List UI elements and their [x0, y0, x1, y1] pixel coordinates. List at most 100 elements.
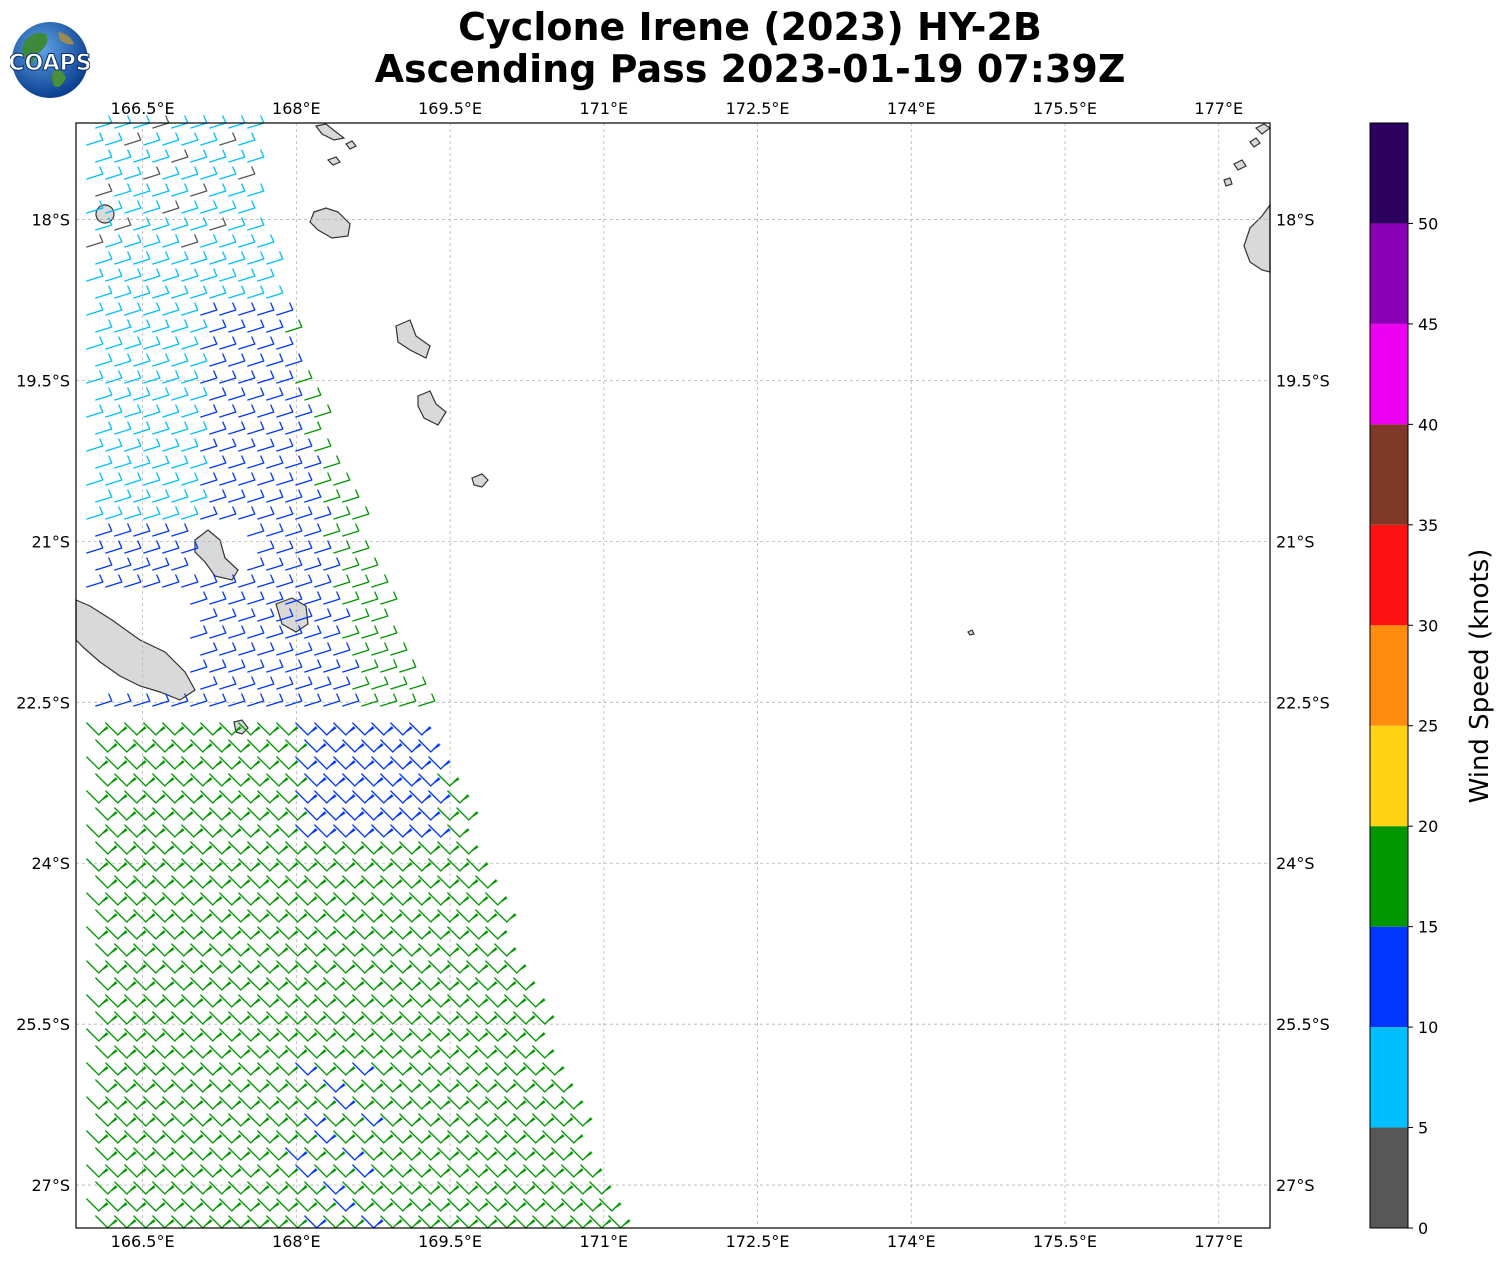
- wind-barb: [323, 591, 341, 605]
- wind-barb: [371, 892, 394, 906]
- wind-barb: [152, 841, 175, 855]
- wind-barb: [238, 790, 261, 804]
- wind-barb: [171, 285, 189, 299]
- wind-barb: [361, 1045, 384, 1059]
- wind-barb: [181, 1028, 204, 1042]
- wind-barb: [399, 1215, 422, 1229]
- wind-barb: [143, 234, 161, 248]
- wind-barb: [380, 773, 403, 787]
- wind-barb: [285, 773, 308, 787]
- wind-barb: [228, 693, 246, 707]
- wind-barb: [162, 540, 180, 554]
- wind-barb: [171, 693, 189, 707]
- wind-barb: [228, 1079, 251, 1093]
- wind-barb: [124, 892, 147, 906]
- wind-barb: [105, 1096, 128, 1110]
- wind-barb: [228, 489, 246, 503]
- wind-barb: [285, 1045, 308, 1059]
- wind-barb: [456, 1215, 479, 1229]
- wind-barb: [314, 438, 332, 452]
- wind-barb: [295, 608, 313, 622]
- wind-barb: [456, 1011, 479, 1025]
- wind-barb: [513, 1045, 536, 1059]
- wind-barb: [86, 370, 104, 384]
- wind-barb: [152, 1181, 175, 1195]
- wind-barb: [561, 1164, 584, 1178]
- wind-barb: [95, 149, 113, 163]
- wind-barb: [428, 994, 451, 1008]
- wind-barb: [352, 1062, 375, 1076]
- wind-barb: [257, 472, 275, 486]
- colorbar-tick-label: 15: [1418, 918, 1438, 937]
- wind-barb: [456, 841, 479, 855]
- wind-barb: [456, 977, 479, 991]
- wind-barb: [228, 977, 251, 991]
- wind-barb: [190, 319, 208, 333]
- wind-barb: [143, 574, 161, 588]
- wind-barb: [209, 149, 227, 163]
- wind-barb: [523, 1096, 546, 1110]
- wind-barb: [285, 1147, 308, 1161]
- wind-barb: [323, 455, 341, 469]
- landmass: [1249, 137, 1261, 148]
- wind-barb: [504, 1164, 527, 1178]
- wind-barb: [399, 693, 417, 707]
- wind-barb: [143, 1096, 166, 1110]
- wind-barb: [295, 438, 313, 452]
- wind-barb: [228, 1215, 251, 1229]
- wind-barb: [152, 943, 175, 957]
- wind-barb: [295, 1028, 318, 1042]
- wind-barb: [105, 824, 128, 838]
- wind-barb: [257, 756, 280, 770]
- wind-barb: [504, 1028, 527, 1042]
- wind-barb: [257, 370, 275, 384]
- wind-barb: [247, 285, 265, 299]
- wind-barb: [352, 642, 370, 656]
- wind-barb: [371, 1198, 394, 1212]
- wind-barb: [418, 1147, 441, 1161]
- wind-barb: [133, 739, 156, 753]
- wind-barb: [285, 489, 303, 503]
- wind-barb: [390, 960, 413, 974]
- wind-barb: [171, 739, 194, 753]
- wind-barb: [266, 557, 284, 571]
- wind-barb: [143, 1164, 166, 1178]
- wind-barb: [143, 960, 166, 974]
- wind-barb: [219, 370, 237, 384]
- wind-barb: [152, 977, 175, 991]
- wind-barb: [304, 943, 327, 957]
- wind-barb: [105, 166, 123, 180]
- wind-barb: [447, 1198, 470, 1212]
- wind-barb: [238, 608, 256, 622]
- wind-barb: [247, 875, 270, 889]
- wind-barb: [162, 756, 185, 770]
- wind-barb: [380, 591, 398, 605]
- wind-barb: [285, 739, 308, 753]
- wind-barb: [114, 353, 132, 367]
- wind-barb: [143, 1028, 166, 1042]
- landmass: [1223, 177, 1233, 187]
- wind-barb: [209, 693, 227, 707]
- wind-barb: [333, 608, 351, 622]
- wind-barb: [447, 790, 470, 804]
- wind-barb: [219, 132, 237, 146]
- wind-barb: [219, 1130, 242, 1144]
- wind-barb: [295, 1198, 318, 1212]
- wind-barb: [133, 115, 151, 129]
- wind-barb: [86, 132, 104, 146]
- wind-barb: [86, 472, 104, 486]
- wind-barb: [143, 200, 161, 214]
- wind-barb: [371, 926, 394, 940]
- wind-barb: [209, 1011, 232, 1025]
- wind-barb: [238, 1130, 261, 1144]
- landmass: [967, 629, 975, 636]
- colorbar-tick-label: 20: [1418, 817, 1438, 836]
- wind-barb: [190, 1181, 213, 1195]
- landmass: [345, 140, 357, 150]
- wind-barb: [86, 506, 104, 520]
- wind-barb: [95, 841, 118, 855]
- wind-barb: [171, 1147, 194, 1161]
- wind-barb: [219, 858, 242, 872]
- wind-barb: [257, 892, 280, 906]
- wind-barb: [143, 722, 166, 736]
